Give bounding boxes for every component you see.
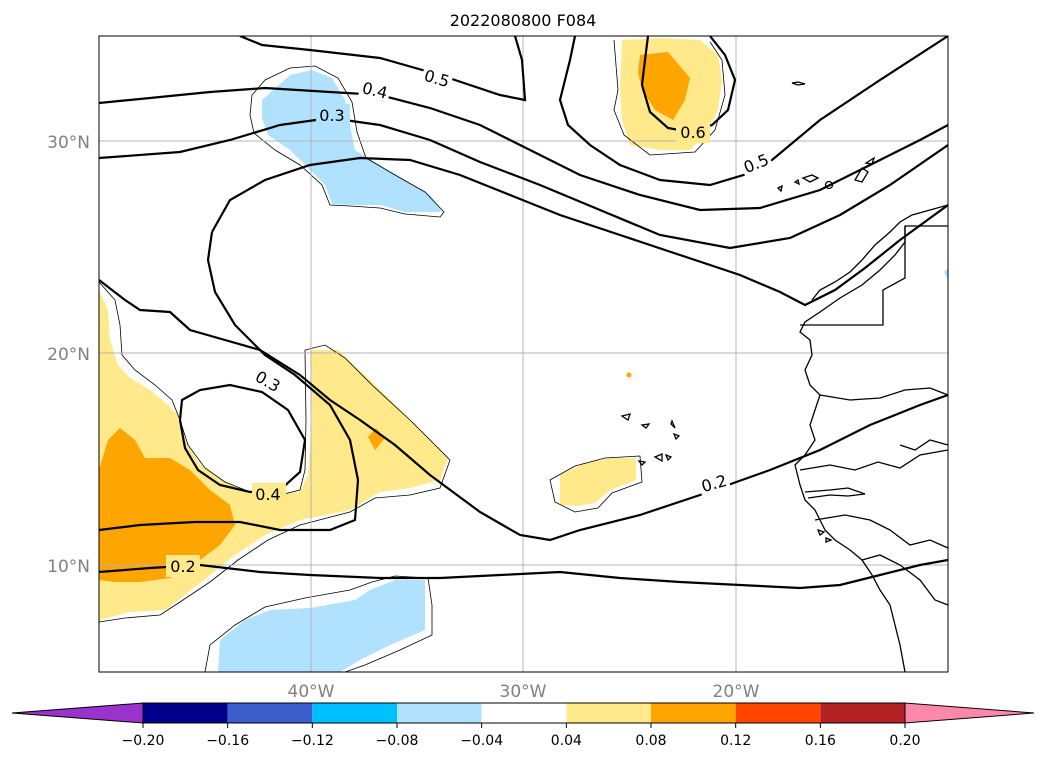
colorbar-over-triangle <box>904 702 1035 724</box>
anomaly-orange-dot <box>626 372 632 378</box>
colorbar-tick-label: −0.16 <box>206 733 249 749</box>
map-title: 2022080800 F084 <box>450 11 597 30</box>
inland-border <box>899 439 948 451</box>
contour-0.2-mid <box>211 156 948 307</box>
contour-0.4-closed <box>178 383 307 494</box>
colorbar-tick-label: −0.20 <box>122 733 165 749</box>
colorbar-tick-label: 0.16 <box>805 733 836 749</box>
colorbar-tick-label: 0.12 <box>720 733 751 749</box>
gambia-outline <box>804 487 866 499</box>
coastlines <box>620 81 948 672</box>
lat-label-20n: 20°N <box>47 345 90 365</box>
contour-0.3-north <box>99 116 948 250</box>
senegal-border <box>799 449 948 471</box>
colorbar-tick-label: 0.20 <box>889 733 920 749</box>
colorbar-bin <box>397 703 482 723</box>
western-sahara-border <box>800 226 906 326</box>
anomaly-orange-west <box>99 428 235 582</box>
colorbar-frame <box>142 702 906 724</box>
sierra-leone-border <box>861 554 948 606</box>
map-panel: 0.5 0.4 0.3 0.6 0.5 0.3 0.4 0.2 0.2 <box>98 35 949 673</box>
map-frame <box>98 35 949 673</box>
colorbar-bin <box>735 703 821 723</box>
anomaly-blue-edge <box>944 268 948 280</box>
anomaly-yellow-mid <box>560 458 636 506</box>
colorbar-tick-label: −0.04 <box>460 733 503 749</box>
contour-0.3-loop <box>99 279 948 542</box>
lat-labels: 30°N 20°N 10°N <box>47 133 90 577</box>
colorbar: −0.20 −0.16 −0.12 −0.08 −0.04 0.04 0.08 0.12 0.1… <box>11 702 1035 749</box>
contour-0.4-north <box>99 86 948 212</box>
contours <box>99 36 948 590</box>
gridlines <box>99 36 948 672</box>
colorbar-bin <box>820 703 905 723</box>
contour-0.2-south <box>99 558 948 590</box>
africa-coastline <box>794 225 948 672</box>
lon-label-30w: 30°W <box>500 682 547 702</box>
colorbar-bin <box>651 703 736 723</box>
colorbar-bin <box>481 703 567 723</box>
north-coast-border <box>811 204 948 301</box>
lon-labels: 40°W 30°W 20°W <box>288 682 760 702</box>
colorbar-bin <box>566 703 651 723</box>
lat-label-10n: 10°N <box>47 557 90 577</box>
colorbar-tick-label: 0.04 <box>551 733 582 749</box>
contour-label-0.6: 0.6 <box>680 123 705 142</box>
colorbar-bin <box>143 703 228 723</box>
colorbar-bin <box>312 703 397 723</box>
anomaly-blue-south <box>218 580 425 672</box>
colorbar-bin <box>227 703 313 723</box>
guinea-border <box>814 514 948 549</box>
lon-label-40w: 40°W <box>288 682 335 702</box>
contour-labels: 0.5 0.4 0.3 0.6 0.5 0.3 0.4 0.2 0.2 <box>166 62 774 577</box>
contour-0.5-north-east <box>558 36 948 187</box>
contour-label-0.2-b: 0.2 <box>170 557 195 576</box>
contour-0.3-west-loop <box>99 231 360 532</box>
mauritania-border <box>819 387 948 401</box>
colorbar-tick-label: 0.08 <box>635 733 666 749</box>
colorbar-under-triangle <box>11 702 144 724</box>
anomaly-orange-north <box>638 52 690 120</box>
lat-label-30n: 30°N <box>47 133 90 153</box>
contour-label-0.3-a: 0.3 <box>319 106 344 125</box>
colorbar-tick-label: −0.12 <box>291 733 334 749</box>
contour-label-0.4-b: 0.4 <box>255 485 280 504</box>
colorbar-tick-label: −0.08 <box>376 733 419 749</box>
lon-label-20w: 20°W <box>713 682 760 702</box>
